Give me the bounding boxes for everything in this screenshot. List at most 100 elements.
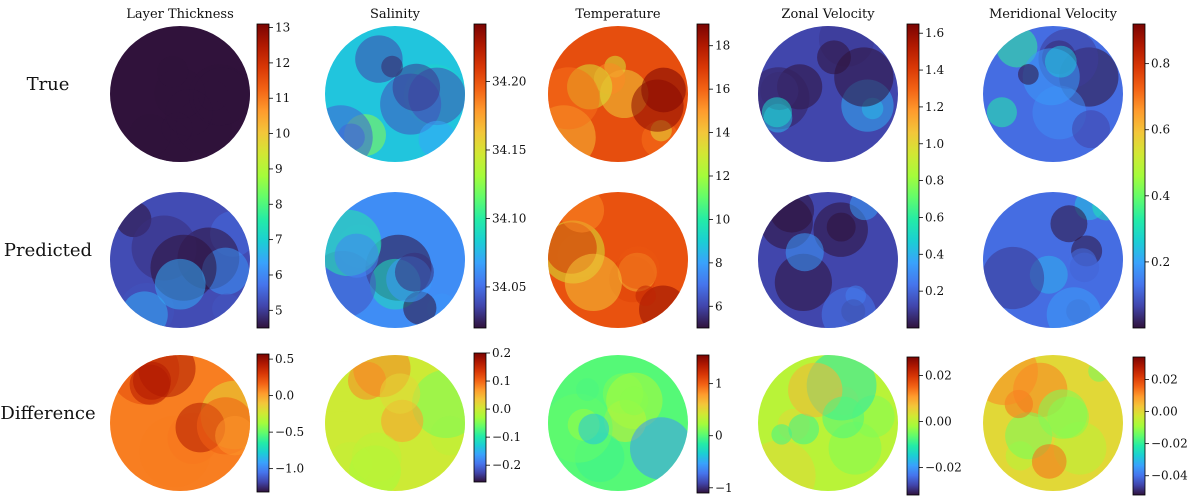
- heatmap-panel-r1-c1: [325, 192, 465, 328]
- field-feature: [418, 120, 456, 159]
- colorbar-gradient: [906, 356, 920, 496]
- colorbar-tick-label: 0.00: [1151, 405, 1178, 419]
- field-feature: [325, 105, 373, 162]
- field-feature: [635, 285, 657, 306]
- field-feature: [157, 56, 189, 88]
- field-feature: [1088, 360, 1110, 382]
- heatmap-panel-r2-c2: [548, 355, 688, 491]
- field-feature: [1069, 252, 1100, 283]
- field-feature: [983, 355, 1038, 406]
- field-feature: [771, 424, 792, 445]
- field-feature: [788, 413, 820, 445]
- colorbar-tick-label: 0.2: [925, 284, 944, 298]
- colorbar-tick-label: −0.1: [492, 430, 521, 444]
- field-feature: [576, 378, 599, 402]
- colorbar-gradient: [696, 354, 710, 494]
- colorbar-tick-label: 0.8: [925, 174, 944, 188]
- diff-colorbar-1: 0.2 0.1 0.0 −0.1 −0.2: [473, 346, 521, 483]
- colorbar-gradient: [1132, 23, 1146, 329]
- diff-colorbar-0: 0.5 0.0 −0.5 −1.0: [256, 352, 304, 493]
- field-feature: [394, 252, 434, 292]
- colorbar-tick-label: −0.04: [1151, 469, 1188, 483]
- field-feature: [761, 97, 792, 128]
- colorbar-tick-label: 10: [275, 127, 290, 141]
- field-feature: [559, 192, 605, 233]
- field-feature: [826, 212, 856, 242]
- colorbar-gradient: [906, 23, 920, 329]
- colorbar-tick-label: 0: [715, 429, 723, 443]
- field-feature: [1092, 192, 1121, 221]
- colorbar-gradient: [256, 23, 270, 329]
- field-feature: [351, 432, 402, 483]
- colorbar-gradient: [256, 353, 270, 493]
- colorbar-tick-label: 1.4: [925, 63, 944, 77]
- heatmap-panel-r0-c3: [758, 26, 898, 162]
- colorbar-tick-label: 12: [275, 56, 290, 70]
- colorbar-tick-label: 34.10: [492, 211, 526, 225]
- field-feature: [1031, 444, 1067, 479]
- field-feature: [1037, 389, 1088, 439]
- heatmap-panel-r1-c3: [758, 192, 898, 328]
- colorbar-tick-label: 1: [715, 377, 723, 391]
- field-feature: [578, 413, 610, 445]
- colorbar-tick-label: 7: [275, 233, 283, 247]
- colorbar-tick-label: 10: [715, 212, 730, 226]
- colorbar-tick-label: 18: [715, 39, 730, 53]
- colorbar-tick-label: 13: [275, 21, 290, 35]
- colorbar-tick-label: 34.15: [492, 143, 526, 157]
- field-feature: [154, 258, 206, 310]
- column-title-0: Layer Thickness: [126, 7, 234, 22]
- colorbar-tick-label: 0.00: [925, 414, 952, 428]
- colorbar-tick-label: 0.0: [492, 402, 511, 416]
- colorbar-tick-label: 0.2: [1151, 255, 1170, 269]
- colorbar-tick-label: 8: [275, 197, 283, 211]
- row-label-2: Difference: [0, 403, 95, 424]
- colorbar-gradient: [473, 352, 487, 483]
- field-feature: [834, 47, 894, 107]
- field-feature: [616, 246, 660, 289]
- colorbar-tick-label: 6: [275, 268, 283, 282]
- field-feature: [1017, 64, 1039, 85]
- field-feature: [132, 361, 172, 400]
- heatmap-panel-r0-c0: [110, 26, 250, 162]
- colorbar-tick-label: 16: [715, 82, 730, 96]
- field-feature: [629, 417, 688, 480]
- field-feature: [822, 396, 865, 439]
- field-feature: [619, 386, 649, 416]
- heatmap-panel-r1-c2: [548, 192, 688, 328]
- field-feature: [564, 253, 622, 312]
- top-colorbar-2: 18 16 14 12 10 8 6: [696, 23, 731, 329]
- colorbar-tick-label: 0.0: [275, 389, 294, 403]
- heatmap-panel-r1-c4: [983, 192, 1123, 328]
- colorbar-tick-label: 34.05: [492, 280, 526, 294]
- field-feature: [1046, 287, 1102, 328]
- colorbar-tick-label: 1.6: [925, 26, 944, 40]
- colorbar-tick-label: −0.02: [1151, 437, 1188, 451]
- colorbar-tick-label: −1.0: [275, 462, 304, 476]
- colorbar-tick-label: 0.1: [492, 374, 511, 388]
- colorbar-tick-label: 5: [275, 303, 283, 317]
- colorbar-tick-label: 12: [715, 169, 730, 183]
- heatmap-panel-r0-c4: [983, 26, 1123, 162]
- colorbar-tick-label: −0.02: [925, 460, 962, 474]
- heatmap-panel-r2-c4: [983, 355, 1123, 491]
- heatmap-panel-r0-c1: [325, 26, 465, 162]
- top-colorbar-1: 34.20 34.15 34.10 34.05: [473, 23, 526, 329]
- field-feature: [1044, 45, 1077, 78]
- field-feature: [193, 67, 250, 126]
- colorbar-tick-label: 0.02: [1151, 372, 1178, 386]
- colorbar-tick-label: 0.6: [925, 210, 944, 224]
- colorbar-tick-label: 0.02: [925, 368, 952, 382]
- colorbar-tick-label: 0.4: [1151, 189, 1170, 203]
- colorbar-tick-label: 8: [715, 256, 723, 270]
- field-feature: [379, 373, 421, 414]
- field-feature: [983, 246, 1045, 310]
- colorbar-gradient: [696, 23, 710, 329]
- heatmap-panel-r2-c0: [110, 355, 250, 491]
- colorbar-gradient: [1132, 356, 1146, 496]
- colorbar-tick-label: 0.5: [275, 352, 294, 366]
- diff-colorbar-4: 0.02 0.00 −0.02 −0.04: [1132, 356, 1188, 496]
- field-feature: [1050, 205, 1088, 243]
- heatmap-panel-r2-c3: [758, 355, 898, 491]
